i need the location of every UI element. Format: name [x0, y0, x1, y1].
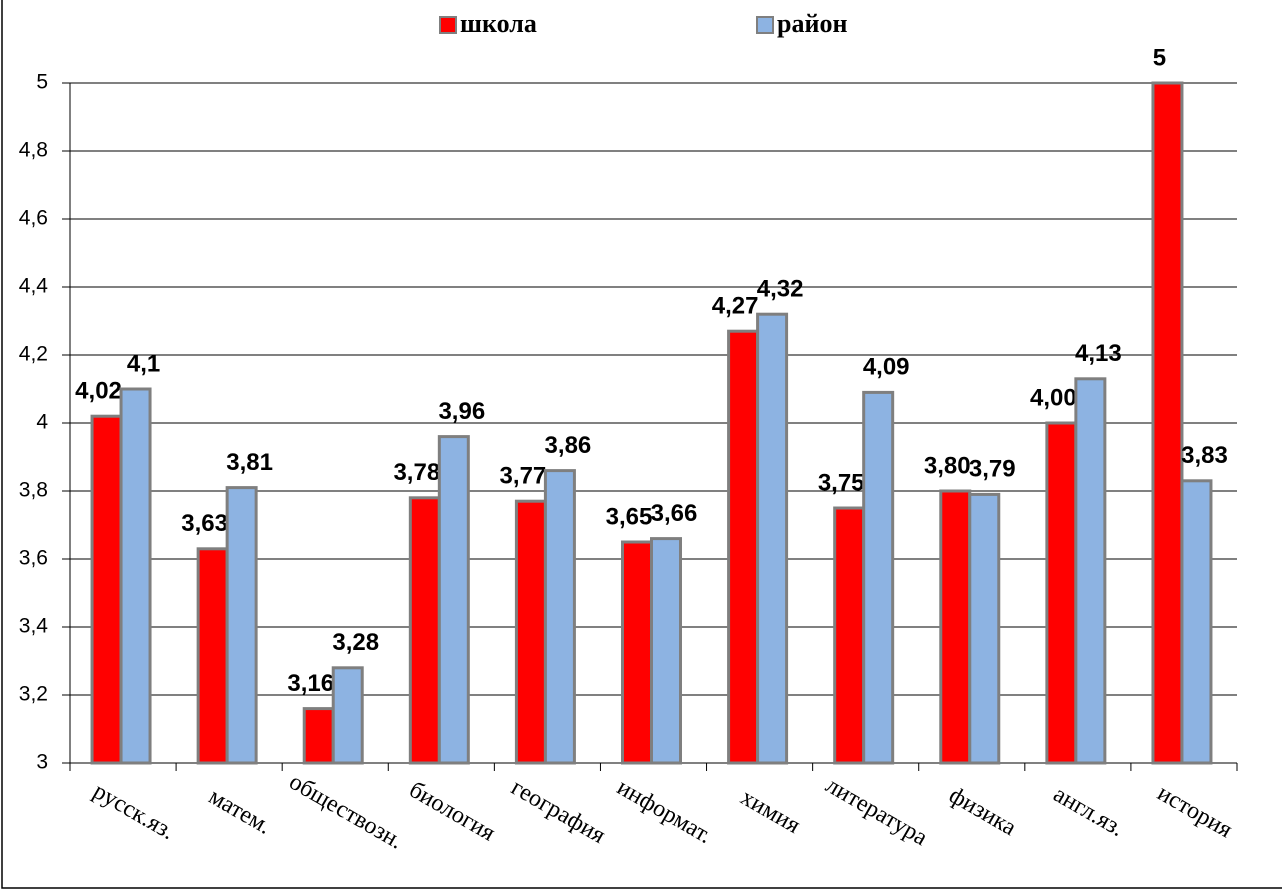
bar — [1045, 421, 1078, 765]
value-label: 4,02 — [75, 378, 122, 405]
x-tick-label: англ.яз. — [1049, 781, 1128, 842]
bar — [1180, 479, 1213, 765]
value-label: 4,32 — [757, 276, 804, 303]
bar — [437, 435, 470, 765]
bar — [331, 666, 364, 765]
value-label: 3,80 — [924, 452, 971, 479]
bar — [650, 537, 682, 765]
legend-label: школа — [460, 9, 537, 38]
bar — [302, 707, 335, 765]
value-label: 5 — [1153, 44, 1166, 71]
y-tick-label: 3,8 — [19, 479, 48, 502]
x-tick-label: география — [507, 774, 610, 849]
y-tick-label: 3,4 — [19, 615, 49, 638]
x-tick-label: литература — [821, 772, 932, 851]
value-label: 4,09 — [863, 354, 910, 381]
value-label: 4,1 — [127, 350, 160, 377]
y-tick-label: 5 — [36, 71, 48, 94]
bar — [225, 486, 258, 765]
bar — [90, 414, 123, 765]
value-label: 3,63 — [181, 510, 228, 537]
y-tick-label: 4,4 — [19, 275, 49, 298]
y-tick-label: 3,2 — [19, 683, 48, 706]
value-label: 3,79 — [969, 456, 1016, 483]
x-tick-label: физика — [945, 782, 1021, 841]
bar — [196, 547, 229, 765]
bar — [543, 469, 576, 765]
y-tick-label: 4,2 — [19, 343, 48, 366]
x-tick-label: информат. — [612, 774, 716, 849]
value-label: 3,83 — [1181, 442, 1228, 469]
bar — [1074, 377, 1107, 765]
value-label: 3,65 — [606, 503, 653, 530]
value-label: 3,96 — [438, 398, 485, 425]
legend-swatch — [756, 16, 774, 34]
x-tick-label: матем. — [204, 784, 275, 840]
value-label: 3,66 — [651, 500, 698, 527]
value-label: 4,13 — [1075, 340, 1122, 367]
value-label: 3,86 — [545, 432, 592, 459]
bar — [514, 499, 547, 765]
bar — [727, 329, 760, 765]
value-label: 3,81 — [226, 449, 273, 476]
bar — [119, 387, 152, 765]
legend-label: район — [777, 9, 847, 38]
value-label: 3,77 — [500, 463, 547, 490]
bar — [408, 496, 441, 765]
y-tick-label: 4,6 — [19, 207, 48, 230]
x-tick-label: биология — [405, 777, 500, 847]
bar — [621, 540, 653, 765]
value-label: 4,27 — [712, 293, 759, 320]
value-label: 3,75 — [818, 469, 865, 496]
x-tick-label: химия — [736, 784, 804, 838]
value-label: 3,16 — [287, 670, 334, 697]
y-tick-label: 4,8 — [19, 139, 48, 162]
value-label: 3,28 — [332, 629, 379, 656]
x-tick-label: обществозн. — [285, 769, 408, 855]
bar — [939, 489, 972, 765]
value-label: 3,78 — [393, 459, 440, 486]
bar — [833, 506, 866, 765]
y-tick-label: 4 — [36, 411, 48, 434]
x-tick-label: история — [1153, 780, 1237, 843]
bar — [862, 390, 895, 765]
x-tick-label: русск.яз. — [89, 778, 179, 845]
value-label: 4,00 — [1030, 384, 1077, 411]
legend-swatch — [439, 16, 457, 34]
y-tick-label: 3 — [36, 751, 48, 774]
bar — [1151, 81, 1184, 765]
bar — [756, 312, 789, 765]
y-tick-label: 3,6 — [19, 547, 48, 570]
bar — [968, 492, 1001, 765]
